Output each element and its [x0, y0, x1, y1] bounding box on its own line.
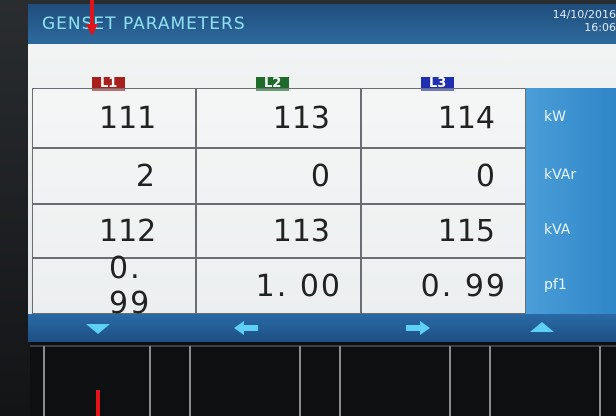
- value-cell: 1. 00: [196, 258, 361, 314]
- value-cell: 111: [32, 88, 196, 148]
- value-cell: 0: [361, 148, 526, 204]
- time: 16:06: [584, 21, 616, 34]
- value-cell: 113: [196, 88, 361, 148]
- unit-label: kVAr: [544, 167, 577, 183]
- unit-label: kW: [544, 109, 566, 125]
- unit-column: [526, 88, 616, 314]
- screen: GENSET PARAMETERS 14/10/2016 16:06 L1 L2 L…: [28, 4, 616, 342]
- down-arrow[interactable]: [86, 324, 110, 334]
- value-cell: 112: [32, 204, 196, 258]
- value-cell: 113: [196, 204, 361, 258]
- value-cell: 0. 99: [32, 251, 196, 321]
- keypad: [30, 342, 616, 416]
- up-arrow[interactable]: [530, 322, 554, 332]
- phase-label: L2: [256, 77, 290, 91]
- value-cell: 0. 99: [361, 258, 526, 314]
- pointer-mark: [86, 0, 98, 36]
- right-arrow[interactable]: [406, 321, 430, 335]
- parameter-panel: L1 L2 L3 111 113 114 kW 2 0 0 kVAr 112 113 115 kVA 0. 9…: [28, 44, 616, 321]
- left-arrow[interactable]: [234, 321, 258, 335]
- header-bar: GENSET PARAMETERS 14/10/2016 16:06: [28, 4, 616, 44]
- soft-key-bar: [28, 314, 616, 342]
- date: 14/10/2016: [552, 8, 616, 21]
- value-cell: 2: [32, 148, 196, 204]
- value-cell: 115: [361, 204, 526, 258]
- phase-label: L3: [421, 77, 455, 91]
- phase-label: L1: [92, 77, 126, 91]
- value-cell: 114: [361, 88, 526, 148]
- unit-label: pf1: [544, 277, 567, 293]
- screen-title: GENSET PARAMETERS: [42, 14, 246, 34]
- unit-label: kVA: [544, 222, 571, 238]
- soft-key-icons: [86, 321, 554, 335]
- value-cell: 0: [196, 148, 361, 204]
